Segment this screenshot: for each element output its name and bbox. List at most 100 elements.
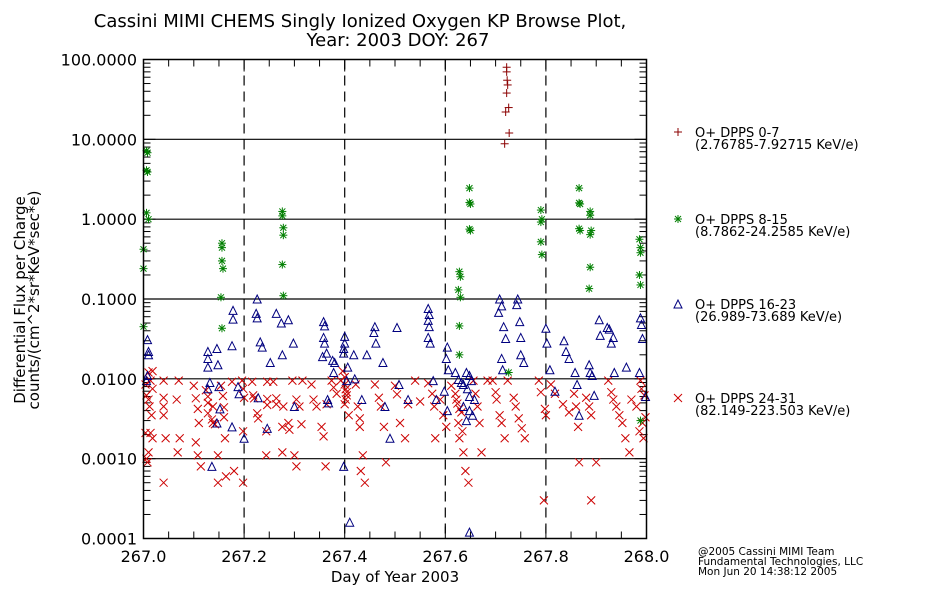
- data-point: [461, 415, 472, 426]
- data-point: [509, 393, 519, 403]
- data-point: [332, 389, 342, 399]
- data-point: [217, 324, 226, 333]
- data-point: [205, 377, 215, 387]
- data-point: [503, 376, 513, 385]
- series-asterisk: [139, 146, 645, 425]
- data-point: [355, 413, 365, 423]
- data-point: [502, 67, 511, 76]
- data-point: [621, 362, 632, 372]
- data-point: [451, 389, 460, 399]
- data-point: [634, 367, 645, 378]
- x-tick-label: 267.4: [322, 547, 368, 566]
- data-point: [504, 103, 513, 112]
- x-tick-label: 267.0: [121, 547, 167, 566]
- data-point: [203, 383, 213, 394]
- data-point: [378, 357, 388, 368]
- data-point: [571, 402, 581, 411]
- data-point: [227, 340, 237, 351]
- data-point: [338, 461, 349, 471]
- data-point: [159, 478, 168, 488]
- data-point: [341, 375, 352, 386]
- data-point: [175, 433, 185, 443]
- data-point: [635, 426, 644, 436]
- data-point: [340, 399, 350, 409]
- data-point: [298, 376, 307, 385]
- data-point: [439, 386, 450, 396]
- data-point: [586, 230, 595, 239]
- series-triangle: [141, 293, 651, 537]
- data-point: [442, 341, 453, 352]
- data-point: [423, 332, 434, 342]
- data-point: [455, 321, 464, 330]
- y-tick-labels: 100.0000 10.0000 1.0000 0.1000 0.0100 0.0010 0…: [61, 51, 137, 549]
- data-point: [541, 410, 551, 420]
- data-point: [637, 333, 648, 344]
- data-point: [276, 317, 287, 328]
- data-point: [621, 433, 630, 443]
- legend-marker: [674, 128, 682, 136]
- data-point: [627, 395, 636, 404]
- legend-marker: [673, 298, 683, 309]
- data-point: [329, 383, 338, 392]
- data-point: [438, 410, 448, 420]
- data-point: [392, 389, 402, 399]
- y-tick-label: 100.0000: [61, 51, 137, 70]
- data-point: [500, 433, 510, 443]
- data-point: [536, 206, 545, 215]
- data-point: [430, 433, 440, 443]
- data-point: [498, 321, 509, 332]
- company-text: Fundamental Technologies, LLC: [698, 556, 863, 568]
- series-plus: [500, 63, 514, 148]
- legend-marker: [674, 215, 682, 223]
- data-point: [208, 402, 218, 411]
- y-tick-label: 0.0010: [81, 450, 137, 469]
- data-point: [172, 395, 182, 404]
- data-point: [144, 215, 153, 224]
- data-point: [614, 410, 624, 420]
- data-point: [572, 379, 582, 389]
- data-point: [586, 496, 596, 505]
- legend-range: (26.989-73.689 KeV/e): [695, 310, 842, 325]
- x-tick-label: 267.8: [523, 547, 569, 566]
- data-point: [392, 322, 402, 332]
- data-point: [609, 367, 620, 378]
- data-point: [356, 466, 366, 476]
- data-point: [455, 350, 464, 359]
- data-point: [625, 447, 634, 457]
- data-point: [497, 418, 506, 428]
- data-point: [319, 432, 328, 441]
- data-point: [458, 401, 469, 412]
- chart-subtitle: Year: 2003 DOY: 267: [306, 30, 490, 51]
- data-point: [193, 404, 203, 414]
- chart-title: Cassini MIMI CHEMS Singly Ionized Oxygen…: [94, 11, 626, 32]
- y-tick-label: 1.0000: [81, 210, 137, 229]
- data-point: [504, 368, 513, 377]
- data-point: [146, 428, 155, 438]
- data-point: [517, 423, 527, 433]
- data-point: [456, 377, 467, 387]
- data-point: [278, 211, 287, 220]
- data-point: [636, 248, 645, 257]
- data-point: [216, 293, 225, 302]
- data-point: [277, 422, 287, 432]
- data-point: [427, 389, 437, 399]
- data-point: [394, 379, 404, 389]
- data-point: [196, 462, 206, 471]
- data-point: [495, 410, 504, 420]
- data-point: [505, 129, 514, 138]
- data-point: [608, 395, 618, 404]
- data-point: [218, 264, 227, 273]
- data-point: [443, 364, 454, 375]
- data-point: [466, 226, 475, 235]
- data-point: [604, 323, 615, 334]
- data-point: [546, 380, 556, 389]
- data-point: [371, 338, 381, 348]
- data-point: [297, 419, 306, 429]
- data-point: [431, 394, 442, 405]
- data-point: [159, 402, 168, 411]
- data-point: [203, 408, 213, 418]
- data-point: [307, 380, 316, 389]
- data-point: [277, 349, 288, 360]
- legend-marker: [673, 393, 683, 403]
- data-point: [145, 402, 154, 411]
